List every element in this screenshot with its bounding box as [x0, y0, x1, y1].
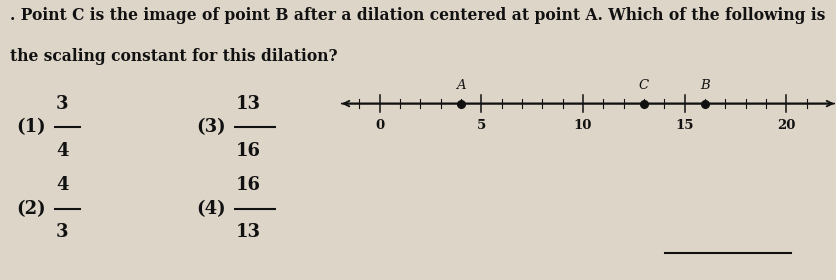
Text: 15: 15 [675, 119, 693, 132]
Text: 4: 4 [56, 142, 69, 160]
Text: 13: 13 [236, 223, 261, 241]
Text: (3): (3) [196, 118, 226, 136]
Text: . Point C is the image of point B after a dilation centered at point A. Which of: . Point C is the image of point B after … [10, 7, 824, 24]
Text: 16: 16 [236, 142, 261, 160]
Text: B: B [699, 79, 709, 92]
Text: 13: 13 [236, 95, 261, 113]
Text: 3: 3 [56, 223, 69, 241]
Text: (1): (1) [17, 118, 46, 136]
Text: the scaling constant for this dilation?: the scaling constant for this dilation? [10, 48, 337, 65]
Text: 4: 4 [56, 176, 69, 194]
Text: 10: 10 [573, 119, 591, 132]
Text: 16: 16 [236, 176, 261, 194]
Text: 20: 20 [776, 119, 794, 132]
Text: A: A [456, 79, 465, 92]
Text: 3: 3 [56, 95, 69, 113]
Text: 5: 5 [476, 119, 486, 132]
Text: 0: 0 [375, 119, 384, 132]
Text: (2): (2) [17, 200, 46, 218]
Text: (4): (4) [196, 200, 226, 218]
Text: C: C [638, 79, 648, 92]
